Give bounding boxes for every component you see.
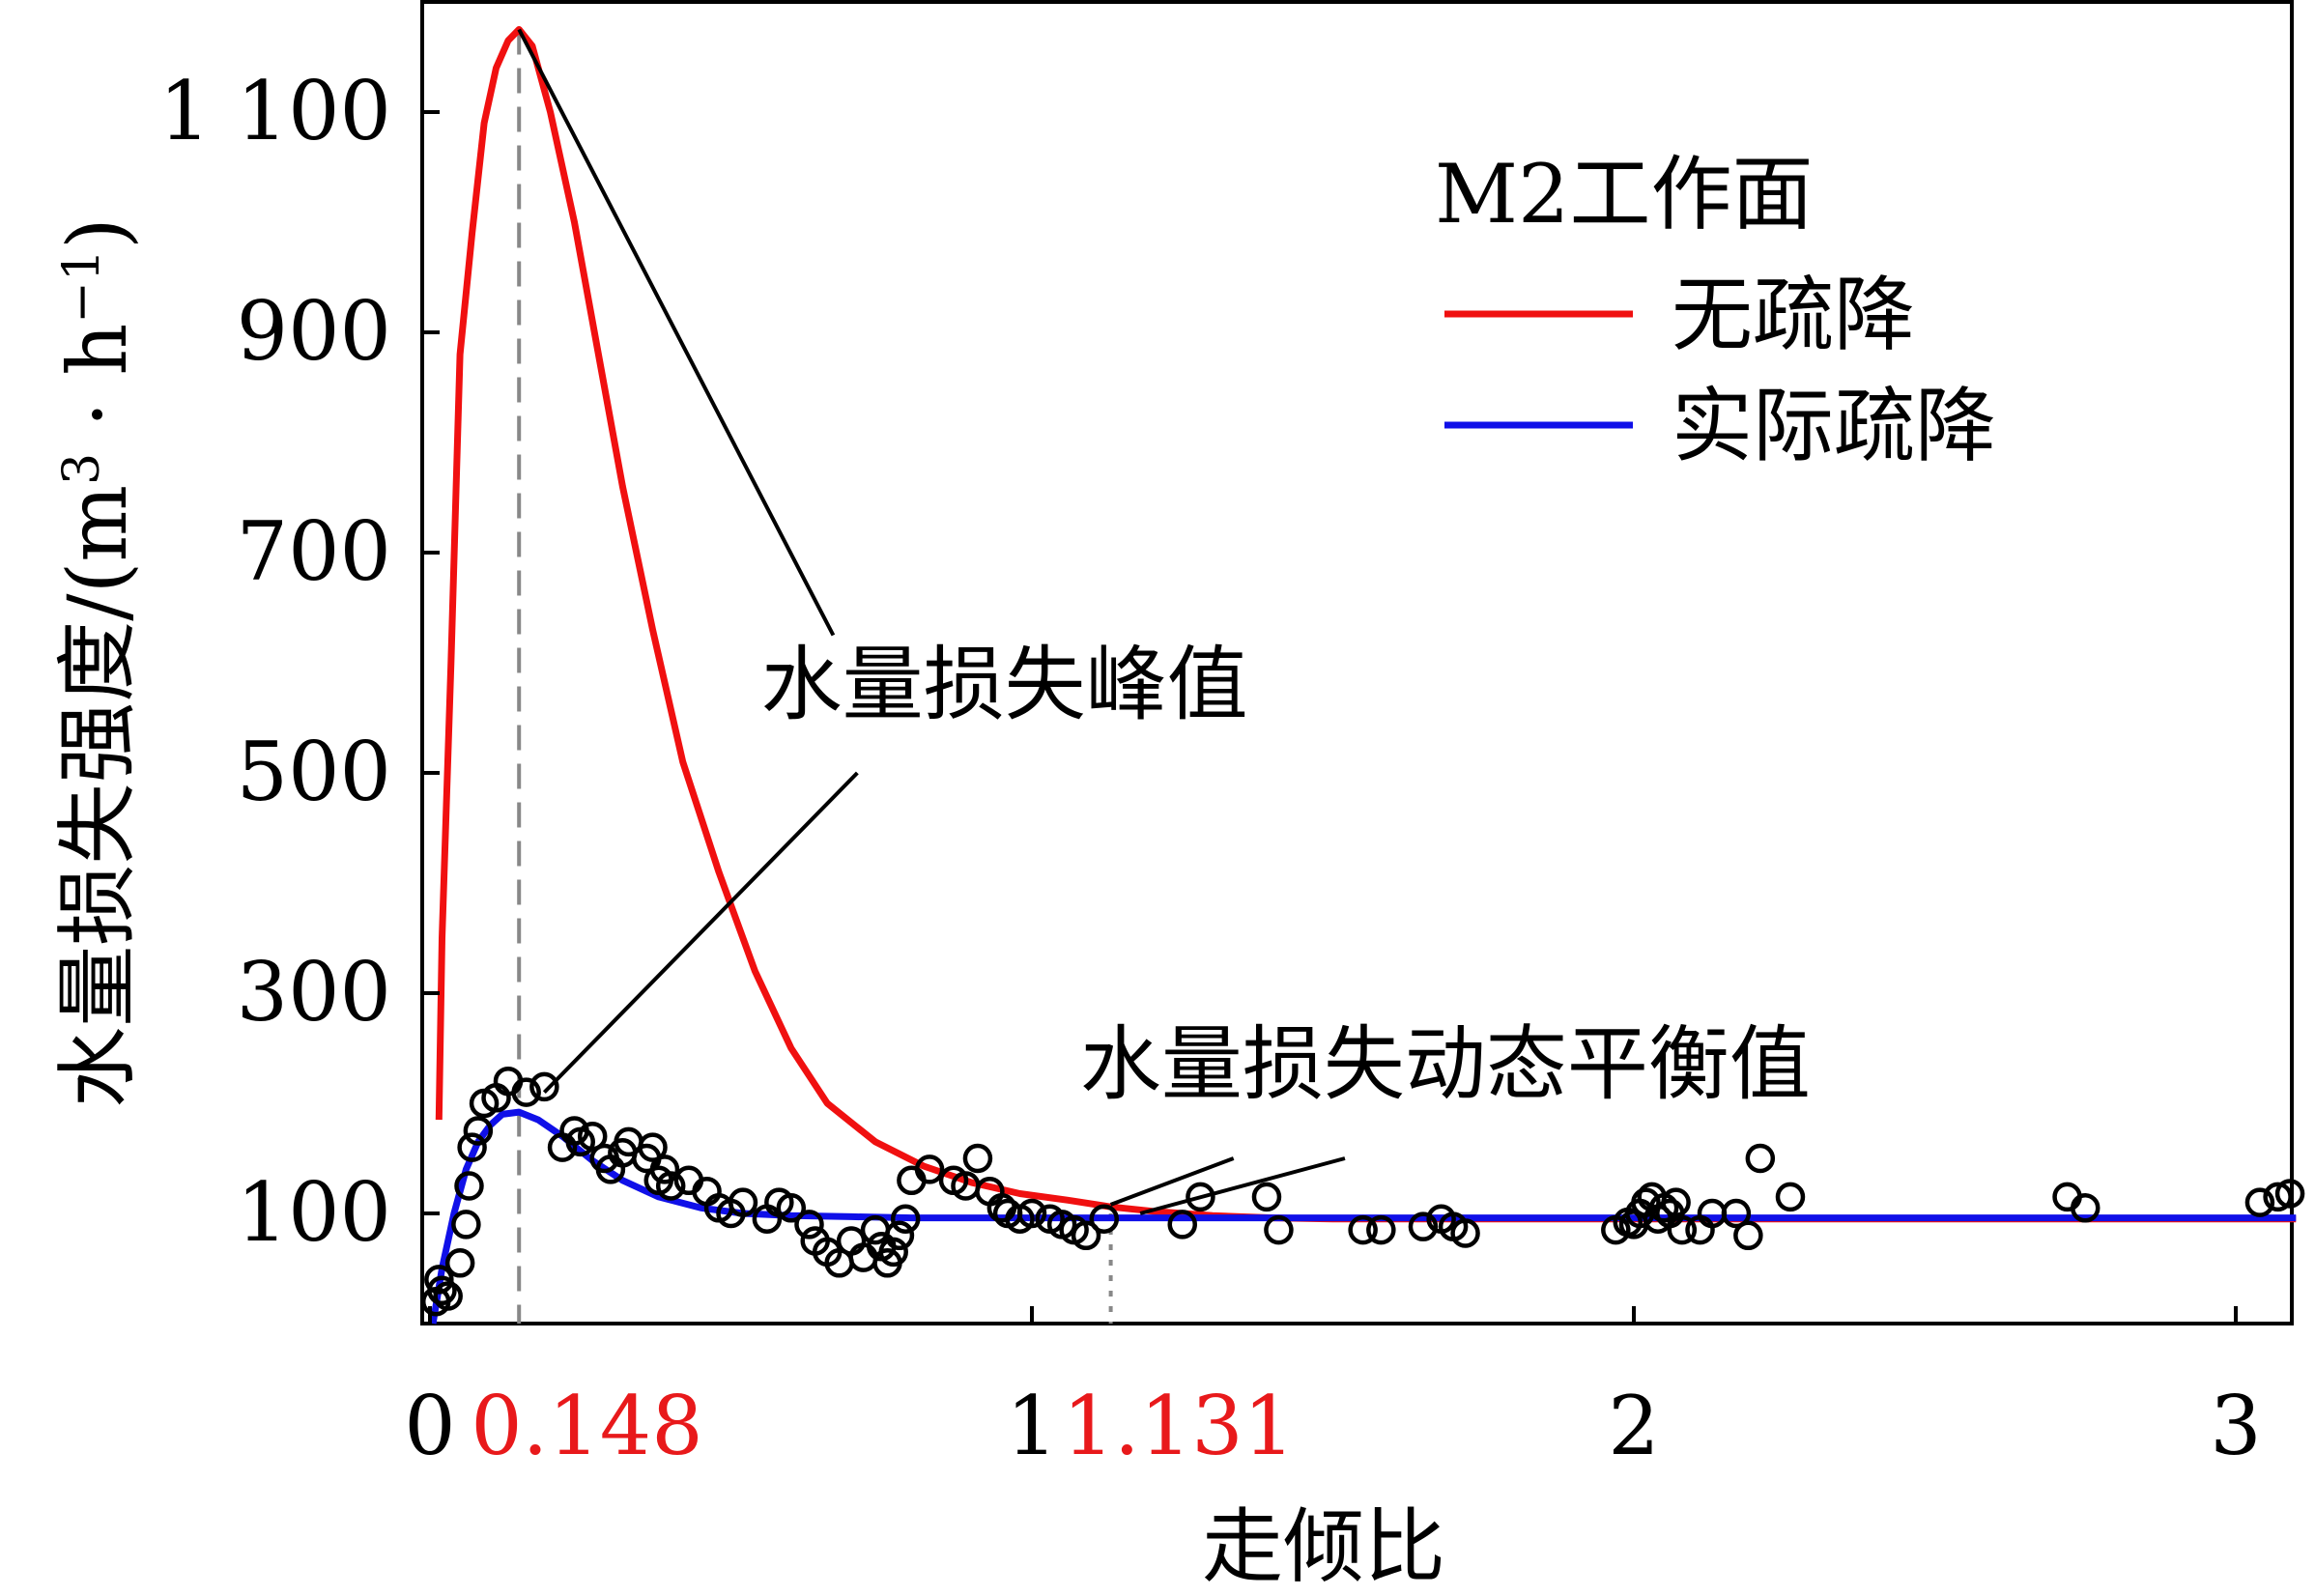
scatter-point-5 [451,1210,481,1240]
y-tick-label-5: 1 100 [159,64,391,158]
y-tick-label-3: 700 [237,504,391,599]
scatter-point-3 [433,1281,463,1311]
scatter-point-17 [577,1121,608,1152]
scatter-point-91 [2244,1187,2275,1217]
scatter-point-48 [914,1154,945,1184]
scatter-point-44 [878,1237,908,1268]
scatter-point-92 [2263,1182,2293,1212]
y-axis-label-mid: · h [50,324,145,453]
scatter-point-81 [1661,1187,1691,1217]
scatter-point-61 [1089,1204,1120,1234]
scatter-point-4 [444,1248,475,1278]
y-axis-label: 水量损失强度/(m3 · h−1) [50,217,145,1107]
scatter-point-25 [649,1154,680,1184]
scatter-point-85 [1721,1198,1752,1229]
scatter-point-35 [794,1210,824,1240]
scatter-point-66 [1348,1214,1378,1245]
scatter-point-90 [2071,1193,2101,1223]
y-tick-label-4: 900 [237,284,391,379]
scatter-point-41 [860,1214,891,1245]
scatter-point-71 [1450,1218,1480,1248]
series-lines [429,26,2297,1325]
y-tick-label-0: 100 [237,1165,391,1260]
plot-frame [420,0,2294,1325]
scatter-point-63 [1186,1182,1215,1212]
scatter-points [420,1066,2305,1317]
scatter-point-86 [1733,1220,1763,1251]
scatter-point-13 [529,1071,559,1102]
scatter-point-45 [884,1220,915,1251]
scatter-point-7 [457,1132,487,1162]
y-axis-label-suffix: ) [50,217,145,249]
scatter-point-62 [1167,1210,1197,1240]
y-tick-label-2: 500 [237,725,391,819]
legend: M2工作面 无疏降 实际疏降 [1435,147,1996,473]
annotation-1-pointer-1 [1139,1156,1346,1215]
scatter-point-65 [1264,1214,1294,1245]
y-tick-label-1: 300 [237,945,391,1040]
annotation-0: 水量损失峰值 [761,637,1248,731]
annotation-1-pointer-0 [1109,1156,1235,1207]
scatter-point-93 [2274,1179,2305,1209]
scatter-point-8 [463,1116,494,1146]
scatter-point-56 [1016,1198,1047,1229]
annotation-0-pointer-1 [542,771,859,1094]
scatter-point-26 [655,1171,686,1201]
scatter-point-87 [1745,1143,1776,1174]
x-highlight-label-1: 1.131 [1063,1379,1295,1473]
scatter-point-23 [638,1132,668,1162]
scatter-point-6 [454,1171,484,1201]
y-axis-label-sup2: −1 [53,249,111,324]
y-axis-label-prefix: 水量损失强度/(m [50,485,145,1108]
annotation-0-pointer-0 [517,28,836,637]
legend-label-actual-drainage: 实际疏降 [1672,379,1996,473]
scatter-point-34 [776,1193,807,1223]
series-line-1 [429,1108,2297,1325]
scatter-point-12 [511,1077,541,1107]
y-axis-label-sup1: 3 [53,453,111,485]
scatter-point-67 [1366,1214,1396,1245]
scatter-point-2 [427,1275,457,1306]
x-axis-label: 走倾比 [1202,1499,1445,1594]
annotation-1: 水量损失动态平衡值 [1080,1017,1811,1112]
x-tick-label-1: 1 [1006,1379,1057,1473]
scatter-point-31 [728,1187,758,1217]
scatter-point-88 [1775,1182,1806,1212]
scatter-point-51 [962,1143,993,1174]
x-highlight-label-0: 0.148 [471,1379,702,1473]
scatter-point-68 [1408,1211,1439,1241]
scatter-point-82 [1667,1214,1698,1245]
legend-label-no-drainage: 无疏降 [1672,268,1915,362]
x-tick-label-2: 2 [1608,1379,1659,1473]
x-tick-label-3: 3 [2210,1379,2261,1473]
scatter-point-46 [890,1204,921,1234]
scatter-point-60 [1071,1220,1101,1251]
scatter-point-64 [1251,1182,1282,1212]
x-tick-label-0: 0 [404,1379,455,1473]
legend-title: M2工作面 [1435,147,1813,242]
